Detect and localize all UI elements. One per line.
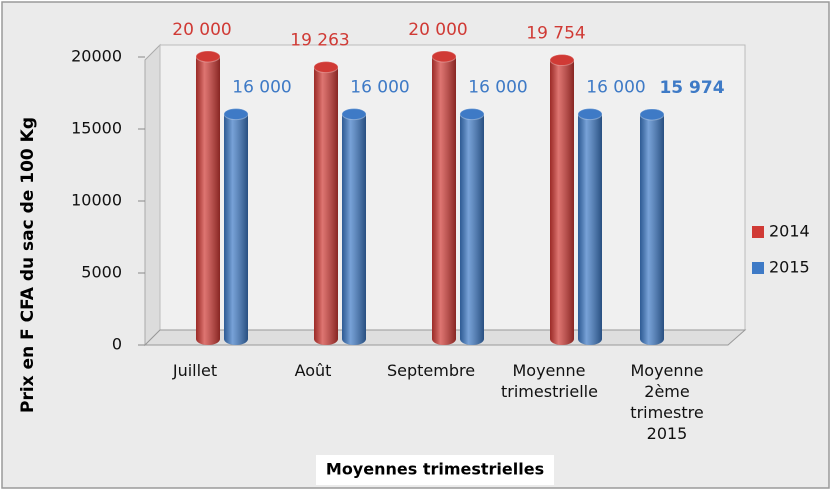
data-label: 16 000 <box>468 78 527 98</box>
x-title-box <box>316 455 554 485</box>
legend-swatch <box>752 262 764 274</box>
y-tick-label: 10000 <box>71 191 122 210</box>
data-label: 20 000 <box>172 20 231 40</box>
legend-label: 2015 <box>769 258 810 277</box>
bar-shade <box>196 51 220 345</box>
x-axis-title: Moyennes trimestrielles <box>326 460 544 479</box>
y-tick-label: 20000 <box>71 47 122 66</box>
data-label: 15 974 <box>659 78 724 98</box>
bar-shade <box>550 54 574 346</box>
x-tick-label: Juillet <box>172 361 218 380</box>
bar-shade <box>578 108 602 345</box>
bar-shade <box>224 108 248 345</box>
data-label: 20 000 <box>408 20 467 40</box>
y-axis-title: Prix en F CFA du sac de 100 Kg <box>18 117 38 413</box>
x-tick-label: Septembre <box>386 361 476 380</box>
data-label: 16 000 <box>350 78 409 98</box>
y-tick-label: 15000 <box>71 119 122 138</box>
y-tick-label: 0 <box>112 335 122 354</box>
data-label: 16 000 <box>586 78 645 98</box>
y-tick-label: 5000 <box>81 263 122 282</box>
x-tick-label: Août <box>294 361 332 380</box>
bar-top <box>459 108 485 121</box>
bar-shade <box>640 108 664 346</box>
bar-top <box>549 54 575 67</box>
bar-top <box>195 50 221 63</box>
bar-shade <box>432 51 456 345</box>
x-tick-label: Moyenne trimestrielle <box>501 361 598 401</box>
bar-top <box>639 108 665 121</box>
bar-top <box>341 108 367 121</box>
legend-label: 2014 <box>769 222 810 241</box>
data-label: 19 754 <box>526 24 585 44</box>
bar-top <box>223 108 249 121</box>
x-tick-label: Moyenne 2ème trimestre 2015 <box>630 361 704 443</box>
bar-top <box>577 108 603 121</box>
legend-swatch <box>752 226 764 238</box>
bar-top <box>313 61 339 74</box>
bar-top <box>431 50 457 63</box>
bar-shade <box>460 108 484 345</box>
data-label: 19 263 <box>290 31 349 51</box>
data-label: 16 000 <box>232 78 291 98</box>
side-wall <box>144 43 161 347</box>
bar-shade <box>314 61 338 346</box>
bar-shade <box>342 108 366 345</box>
